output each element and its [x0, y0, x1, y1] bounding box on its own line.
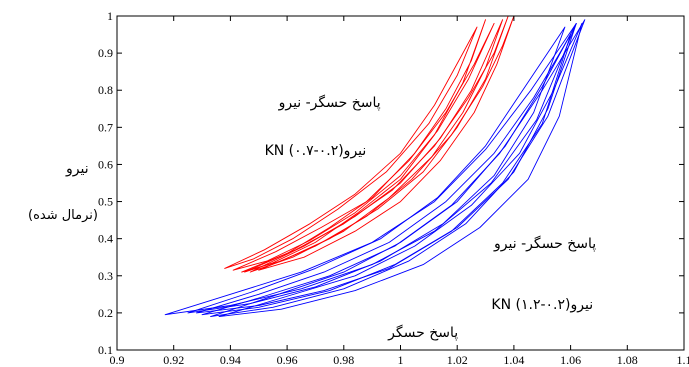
hysteresis-loop: [258, 16, 515, 271]
hysteresis-loop: [218, 22, 583, 318]
y-tick-label: 0.3: [98, 269, 113, 283]
hysteresis-loop: [195, 34, 572, 314]
chart-annotation: پاسخ حسگر- نیرو: [494, 236, 597, 253]
hysteresis-loop: [249, 19, 504, 273]
x-tick-label: 1.08: [617, 353, 638, 367]
y-tick-label: 0.7: [98, 120, 113, 134]
curve-layer: [164, 16, 586, 318]
x-tick-label: 0.98: [333, 353, 354, 367]
y-tick-label: 0.8: [98, 83, 113, 97]
y-axis-label-sub: (نرمال شده): [28, 208, 98, 223]
hysteresis-loop: [187, 26, 566, 314]
series-blue-curves: [164, 19, 586, 318]
x-tick-label: 1: [398, 353, 404, 367]
hysteresis-loop: [224, 26, 478, 269]
hysteresis-loop: [232, 22, 495, 271]
x-tick-label: 1.02: [447, 353, 468, 367]
x-tick-label: 0.96: [277, 353, 298, 367]
hysteresis-loop: [201, 19, 586, 316]
y-tick-label: 0.1: [98, 343, 113, 357]
y-axis-label: نیرو: [66, 161, 89, 177]
y-tick-label: 0.2: [98, 306, 113, 320]
x-axis: 0.9 0.92 0.94 0.96 0.98 1 1.02 1.04 1.06 1.08 1.1: [110, 16, 689, 367]
y-tick-label: 0.5: [98, 195, 113, 209]
y-tick-label: 0.4: [98, 232, 113, 246]
x-tick-label: 1.06: [560, 353, 581, 367]
chart-annotation: پاسخ حسگر- نیرو: [278, 95, 381, 112]
y-axis: 0.1 0.2 0.3 0.4 0.5 0.6 0.7 0.8 0.9 1: [98, 9, 684, 357]
hysteresis-loop: [244, 19, 486, 273]
x-tick-label: 1.1: [677, 353, 689, 367]
chart-annotation: نیرو(۰.۲-۱.۲) KN: [491, 297, 594, 314]
x-tick-label: 0.94: [220, 353, 241, 367]
y-tick-label: 1: [107, 9, 113, 23]
x-tick-label: 1.04: [503, 353, 524, 367]
series-red-curves: [224, 16, 515, 273]
chart-annotation: پاسخ حسگر: [388, 325, 459, 342]
hysteresis-loop: [210, 22, 577, 318]
y-tick-label: 0.6: [98, 157, 113, 171]
chart-annotation: نیرو(۰.۲-۰.۷) KN: [264, 143, 367, 160]
x-tick-label: 0.9: [110, 353, 125, 367]
y-tick-label: 0.9: [98, 46, 113, 60]
x-tick-label: 0.92: [163, 353, 184, 367]
